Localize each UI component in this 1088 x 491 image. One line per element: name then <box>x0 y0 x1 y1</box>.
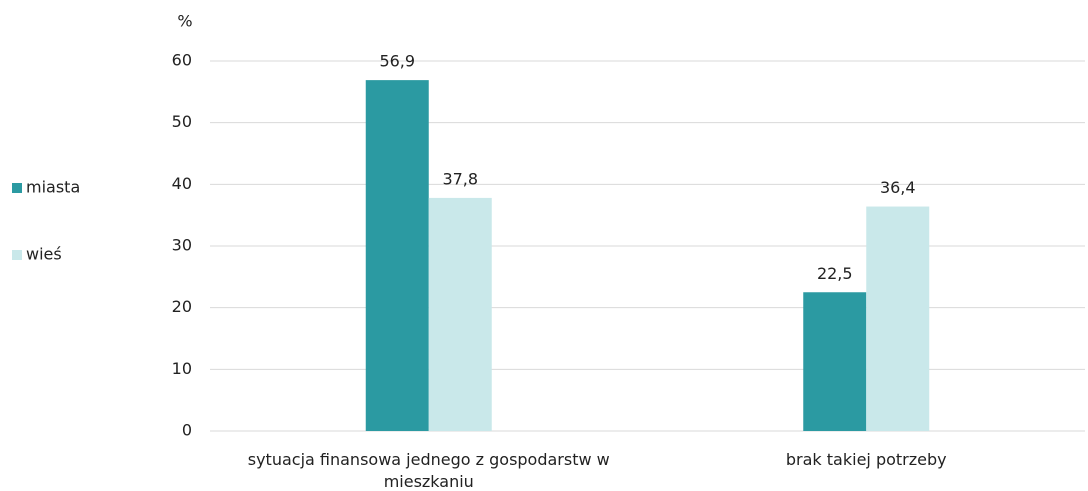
bar <box>803 292 867 431</box>
legend-swatch <box>12 250 22 260</box>
y-tick-label: 30 <box>172 236 192 255</box>
y-tick-label: 10 <box>172 359 192 378</box>
y-tick-label: 20 <box>172 297 192 316</box>
legend-label: miasta <box>26 178 80 197</box>
bar <box>428 197 492 431</box>
data-label: 22,5 <box>817 264 853 283</box>
y-axis-label: % <box>177 12 192 31</box>
legend-label: wieś <box>26 245 62 264</box>
y-tick-label: 40 <box>172 174 192 193</box>
bar <box>365 80 429 431</box>
y-tick-label: 0 <box>182 421 192 440</box>
legend-swatch <box>12 183 22 193</box>
data-label: 56,9 <box>379 52 415 71</box>
x-tick-label: brak takiej potrzeby <box>785 450 947 469</box>
bar <box>866 206 930 431</box>
x-tick-label: sytuacja finansowa jednego z gospodarstw… <box>247 450 610 491</box>
data-label: 36,4 <box>880 178 916 197</box>
y-tick-label: 50 <box>172 112 192 131</box>
y-tick-label: 60 <box>172 51 192 70</box>
data-label: 37,8 <box>442 169 478 188</box>
